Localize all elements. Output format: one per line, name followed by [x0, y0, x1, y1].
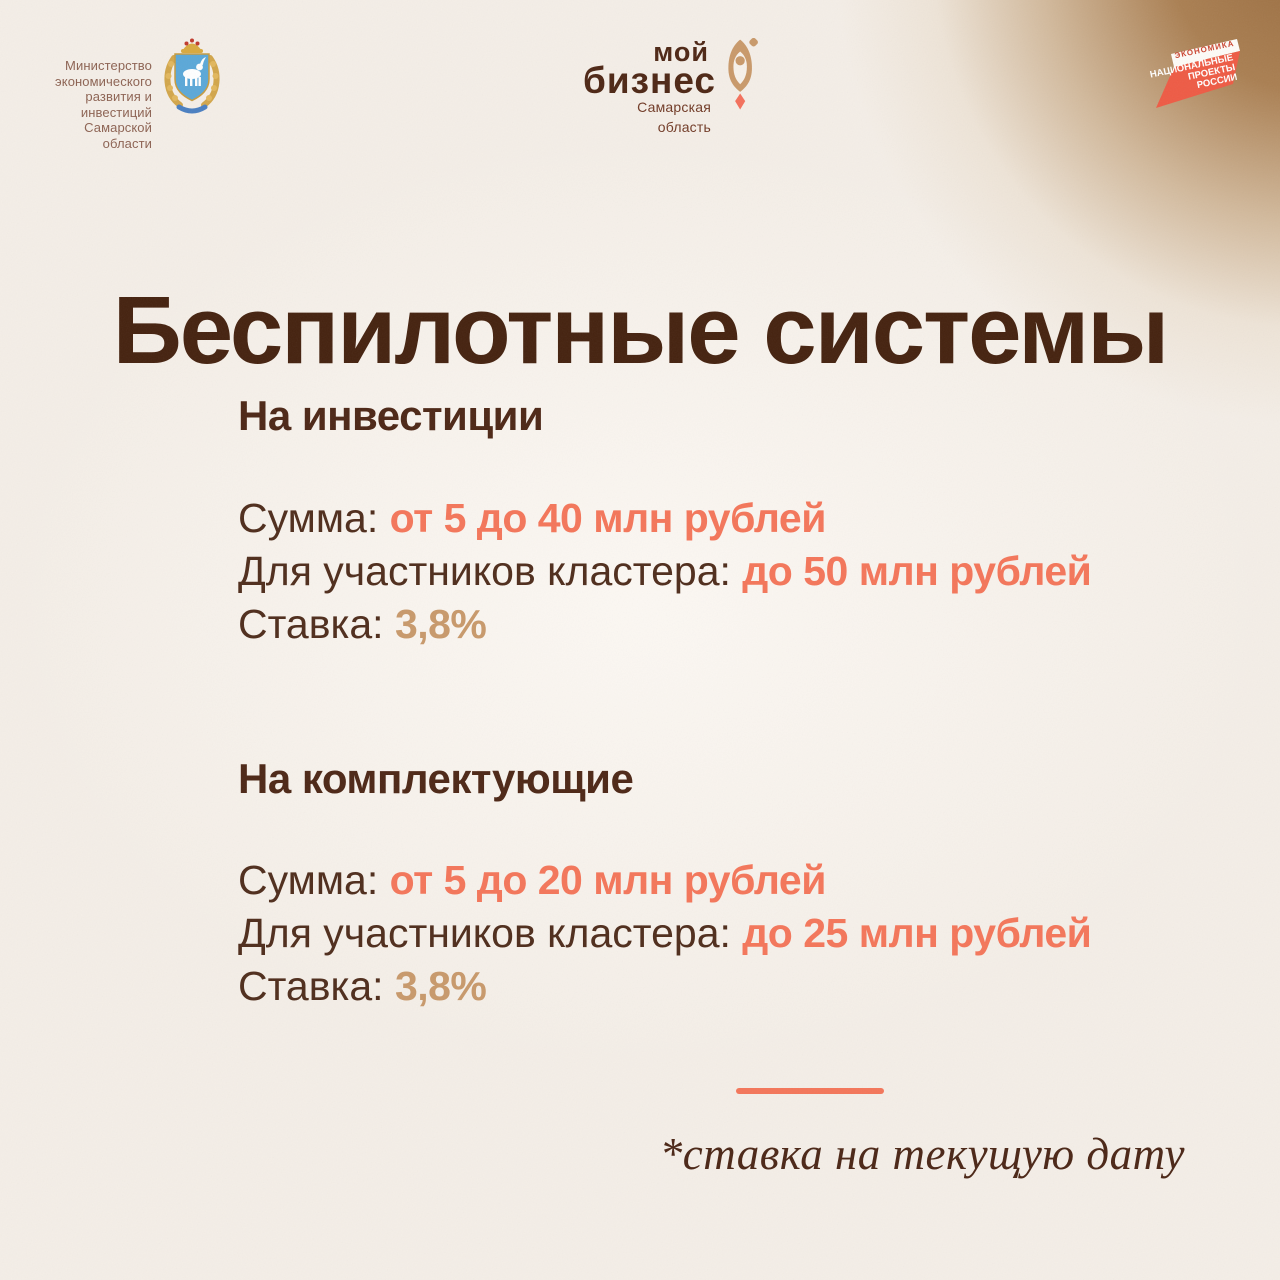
- samara-coat-of-arms-icon: [164, 38, 220, 114]
- rate-footnote: *ставка на текущую дату: [659, 1129, 1185, 1179]
- row-value: 3,8%: [394, 963, 487, 1009]
- ministry-line: Самарской области: [84, 120, 152, 151]
- row-rate: Ставка: 3,8%: [238, 598, 1091, 651]
- row-label: Сумма:: [238, 495, 390, 541]
- section-heading-components: На комплектующие: [238, 755, 634, 802]
- row-rate: Ставка: 3,8%: [238, 960, 1091, 1013]
- row-sum: Сумма: от 5 до 40 млн рублей: [238, 492, 1091, 545]
- my-business-word-2: бизнес: [583, 60, 717, 101]
- section-heading-investments: На инвестиции: [238, 392, 544, 439]
- my-business-logo-text: мой бизнес Самарская область: [583, 39, 717, 137]
- row-value: до 50 млн рублей: [742, 548, 1092, 594]
- row-value: 3,8%: [394, 601, 487, 647]
- rocket-icon: [728, 38, 758, 110]
- my-business-region: Самарская область: [637, 99, 711, 135]
- row-value: до 25 млн рублей: [742, 910, 1092, 956]
- ministry-logo-text: Министерство экономического развития и и…: [40, 58, 152, 151]
- row-sum: Сумма: от 5 до 20 млн рублей: [238, 854, 1091, 907]
- section-components-rows: Сумма: от 5 до 20 млн рублей Для участни…: [238, 854, 1092, 1013]
- page-title: Беспилотные системы: [112, 277, 1169, 385]
- ministry-line: развития и инвестиций: [80, 89, 152, 120]
- ministry-line: экономического: [55, 73, 152, 89]
- row-value: от 5 до 40 млн рублей: [389, 495, 827, 541]
- national-projects-logo: ЭКОНОМИКА НАЦИОНАЛЬНЫЕ ПРОЕКТЫ РОССИИ: [1149, 39, 1240, 108]
- row-cluster: Для участников кластера: до 50 млн рубле…: [238, 545, 1092, 598]
- row-label: Для участников кластера:: [238, 910, 743, 956]
- row-label: Для участников кластера:: [238, 548, 743, 594]
- ministry-line: Министерство: [65, 58, 152, 73]
- accent-divider: [736, 1088, 884, 1094]
- row-label: Ставка:: [238, 963, 395, 1009]
- row-value: от 5 до 20 млн рублей: [389, 857, 827, 903]
- section-investments-rows: Сумма: от 5 до 40 млн рублей Для участни…: [238, 492, 1092, 651]
- row-label: Сумма:: [238, 857, 390, 903]
- row-label: Ставка:: [238, 601, 395, 647]
- row-cluster: Для участников кластера: до 25 млн рубле…: [238, 907, 1092, 960]
